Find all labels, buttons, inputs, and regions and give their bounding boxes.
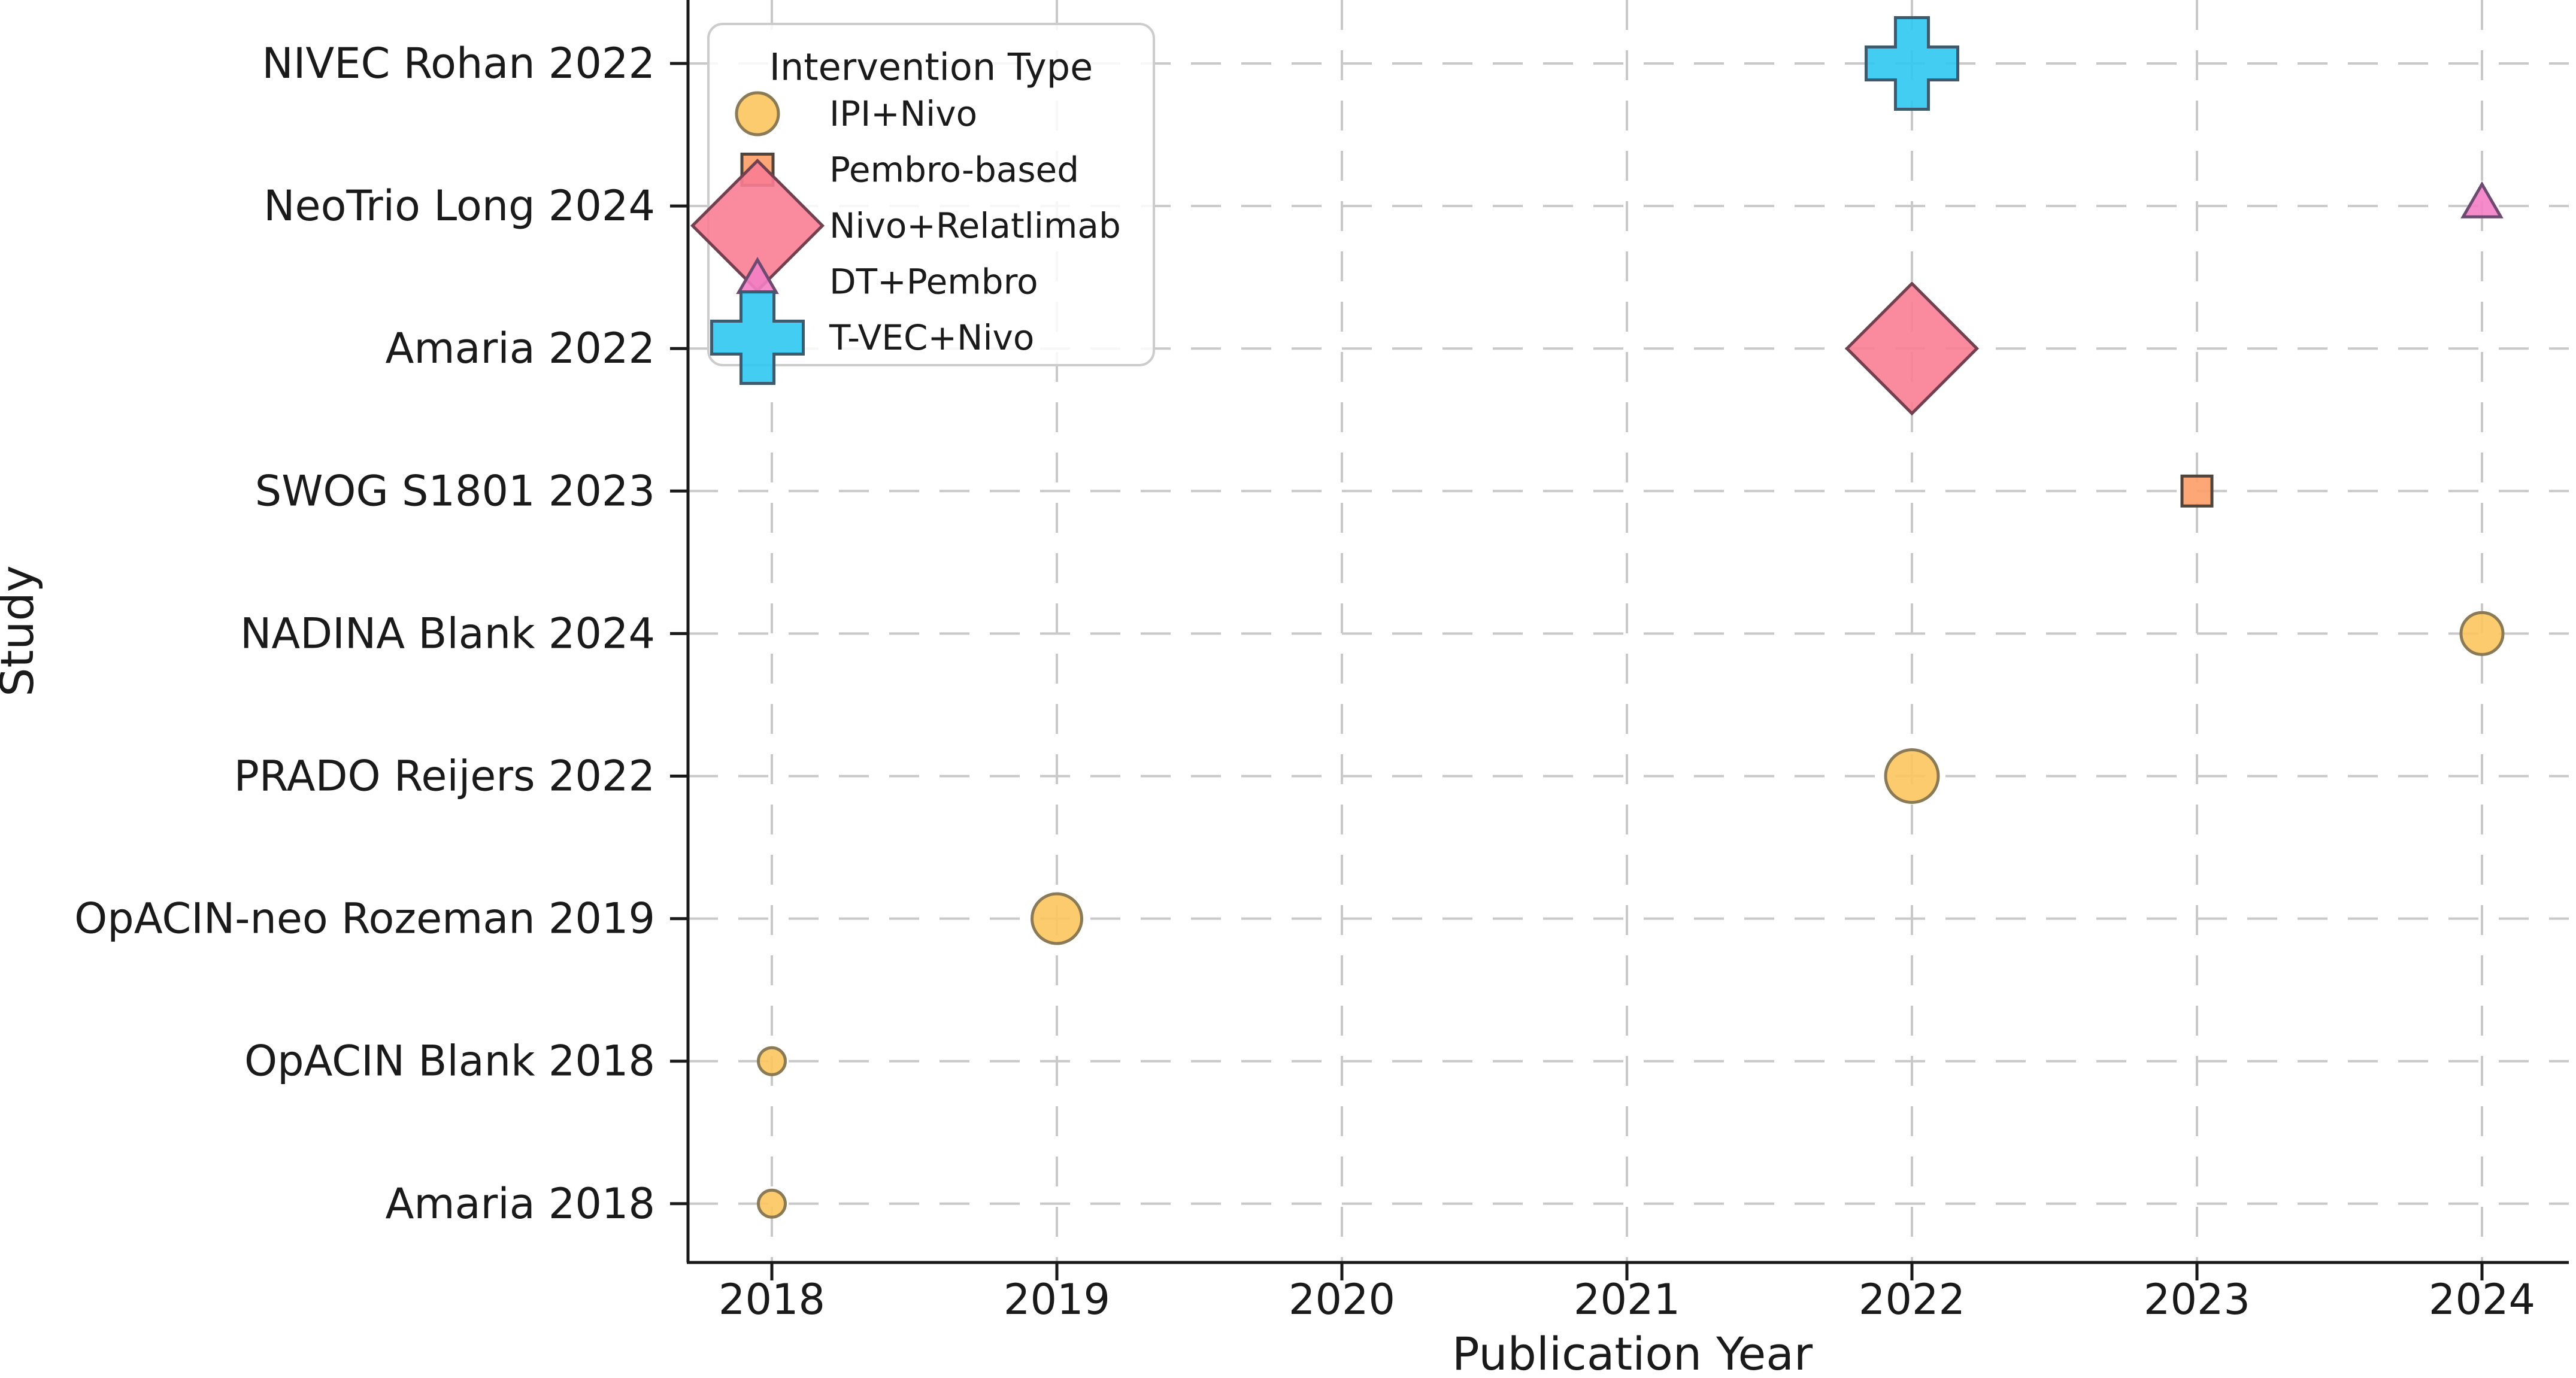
y-tick-label-neotrio-long-2024: NeoTrio Long 2024 — [263, 181, 655, 230]
y-tick-label-nadina-blank-2024: NADINA Blank 2024 — [240, 609, 655, 658]
legend-label-dt-pembro: DT+Pembro — [829, 262, 1038, 302]
legend-marker-t-vec-nivo — [710, 290, 805, 385]
y-tick-label-amaria-2022: Amaria 2022 — [386, 324, 656, 373]
y-tick-label-opacin-neo-rozeman-2019: OpACIN-neo Rozeman 2019 — [74, 894, 655, 943]
data-point-opacin-blank-2018 — [757, 1046, 787, 1076]
legend-title: Intervention Type — [769, 45, 1093, 89]
y-tick-label-swog-s1801-2023: SWOG S1801 2023 — [255, 466, 655, 515]
legend-item-t-vec-nivo: T-VEC+Nivo — [710, 290, 1034, 385]
data-point-prado-reijers-2022 — [1884, 748, 1940, 804]
legend-items: IPI+Nivo Pembro-based Nivo+Relatlimab DT+Pe… — [690, 91, 1121, 385]
x-tick-label-2024: 2024 — [2429, 1275, 2535, 1324]
y-axis-label: Study — [0, 565, 44, 696]
legend-item-ipi-nivo: IPI+Nivo — [735, 91, 977, 136]
data-point-nadina-blank-2024 — [2459, 611, 2505, 656]
legend-label-t-vec-nivo: T-VEC+Nivo — [829, 317, 1034, 358]
y-tick-labels: NIVEC Rohan 2022 NeoTrio Long 2024 Amaria … — [74, 39, 655, 1228]
legend: Intervention Type IPI+Nivo Pembro-based Ni… — [690, 23, 1155, 385]
legend-box — [707, 23, 1155, 366]
data-point-nivec-rohan-2022 — [1865, 16, 1959, 111]
legend-label-ipi-nivo: IPI+Nivo — [829, 93, 977, 134]
legend-item-dt-pembro: DT+Pembro — [736, 257, 1038, 302]
data-point-amaria-2018 — [757, 1188, 787, 1219]
x-tick-label-2020: 2020 — [1289, 1275, 1395, 1324]
x-tick-label-2022: 2022 — [1859, 1275, 1965, 1324]
x-tick-label-2019: 2019 — [1004, 1275, 1110, 1324]
y-tick-label-nivec-rohan-2022: NIVEC Rohan 2022 — [262, 39, 655, 88]
data-point-opacin-neo-rozeman-2019 — [1031, 892, 1083, 945]
axis-ticks — [670, 62, 2484, 1280]
data-point-neotrio-long-2024 — [2460, 181, 2504, 218]
x-axis-label: Publication Year — [1452, 1327, 1813, 1378]
x-tick-label-2021: 2021 — [1574, 1275, 1680, 1324]
y-tick-label-amaria-2018: Amaria 2018 — [386, 1179, 656, 1228]
legend-label-nivo-relatlimab: Nivo+Relatlimab — [829, 205, 1121, 246]
x-tick-labels: 2018 2019 2020 2021 2022 2023 2024 — [719, 1275, 2535, 1324]
data-point-amaria-2022 — [1844, 281, 1980, 416]
legend-label-pembro-based: Pembro-based — [829, 150, 1079, 190]
x-tick-label-2023: 2023 — [2144, 1275, 2250, 1324]
y-tick-label-opacin-blank-2018: OpACIN Blank 2018 — [244, 1037, 655, 1086]
data-points — [757, 16, 2505, 1219]
y-tick-label-prado-reijers-2022: PRADO Reijers 2022 — [234, 752, 655, 801]
x-tick-label-2018: 2018 — [719, 1275, 825, 1324]
data-point-swog-s1801-2023 — [2180, 474, 2214, 508]
legend-marker-ipi-nivo — [735, 91, 780, 136]
